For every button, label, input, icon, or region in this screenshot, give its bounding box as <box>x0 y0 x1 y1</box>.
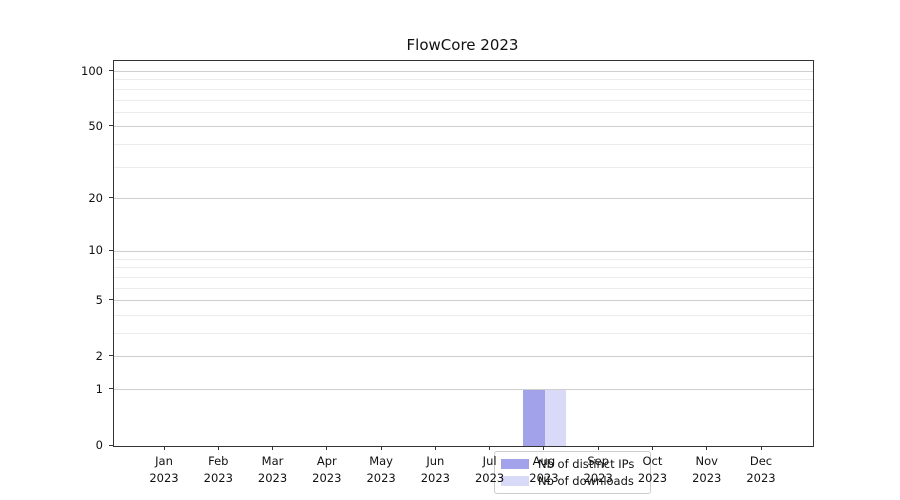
gridline-minor <box>114 288 813 289</box>
x-tick-mark <box>543 446 544 450</box>
legend-swatch-downloads <box>501 476 529 486</box>
x-tick-label: Jul 2023 <box>474 454 505 485</box>
x-tick-label: Oct 2023 <box>637 454 668 485</box>
x-tick-mark <box>706 446 707 450</box>
y-tick-label: 50 <box>88 118 103 133</box>
plot-area: Nb of distinct IPs Nb of downloads <box>113 60 814 494</box>
gridline-major <box>114 251 813 252</box>
legend-item-downloads: Nb of downloads <box>501 474 642 488</box>
gridline-major <box>114 389 813 390</box>
x-tick-mark <box>218 446 219 450</box>
y-tick-mark <box>109 299 113 300</box>
x-tick-mark <box>164 446 165 450</box>
x-tick-label: Mar 2023 <box>257 454 288 485</box>
y-tick-mark <box>109 197 113 198</box>
y-tick-mark <box>109 125 113 126</box>
gridline-minor <box>114 315 813 316</box>
x-tick-mark <box>272 446 273 450</box>
gridline-minor <box>114 100 813 101</box>
legend-swatch-distinct-ips <box>501 459 529 469</box>
x-tick-label: Jan 2023 <box>149 454 179 485</box>
gridline-minor <box>114 89 813 90</box>
gridline-major <box>114 198 813 199</box>
bar-nb-of-distinct-ips <box>523 389 545 446</box>
x-tick-mark <box>381 446 382 450</box>
x-tick-label: May 2023 <box>366 454 396 485</box>
gridline-minor <box>114 167 813 168</box>
chart-title: FlowCore 2023 <box>406 36 519 54</box>
x-tick-label: Sep 2023 <box>583 454 613 485</box>
gridline-major <box>114 71 813 72</box>
x-tick-label: Apr 2023 <box>312 454 342 485</box>
x-tick-mark <box>435 446 436 450</box>
gridline-minor <box>114 267 813 268</box>
y-tick-label: 100 <box>81 63 103 78</box>
x-tick-mark <box>326 446 327 450</box>
y-tick-mark <box>109 388 113 389</box>
gridline-minor <box>114 144 813 145</box>
y-tick-label: 5 <box>95 292 103 307</box>
gridline-major <box>114 356 813 357</box>
legend-item-distinct-ips: Nb of distinct IPs <box>501 457 642 471</box>
bar-nb-of-downloads <box>544 389 567 446</box>
y-tick-mark <box>109 70 113 71</box>
x-tick-label: Jun 2023 <box>420 454 450 485</box>
x-tick-mark <box>489 446 490 450</box>
y-tick-label: 0 <box>95 438 103 452</box>
x-tick-label: Dec 2023 <box>746 454 776 485</box>
legend: Nb of distinct IPs Nb of downloads <box>494 451 651 494</box>
y-tick-label: 10 <box>88 243 103 258</box>
gridline-minor <box>114 112 813 113</box>
y-tick-mark <box>109 250 113 251</box>
gridline-major <box>114 300 813 301</box>
y-tick-mark <box>109 355 113 356</box>
y-tick-label: 1 <box>95 381 103 396</box>
x-tick-label: Nov 2023 <box>692 454 722 485</box>
gridline-minor <box>114 277 813 278</box>
gridline-minor <box>114 259 813 260</box>
y-tick-label: 20 <box>88 190 103 205</box>
x-tick-mark <box>598 446 599 450</box>
y-tick-mark <box>109 445 113 446</box>
x-tick-mark <box>761 446 762 450</box>
x-tick-mark <box>652 446 653 450</box>
x-tick-label: Aug 2023 <box>529 454 559 485</box>
legend-label-downloads: Nb of downloads <box>538 474 634 488</box>
x-tick-label: Feb 2023 <box>203 454 233 485</box>
legend-label-distinct-ips: Nb of distinct IPs <box>538 457 635 471</box>
gridline-minor <box>114 333 813 334</box>
y-tick-label: 2 <box>95 348 103 363</box>
gridline-minor <box>114 79 813 80</box>
gridline-major <box>114 126 813 127</box>
